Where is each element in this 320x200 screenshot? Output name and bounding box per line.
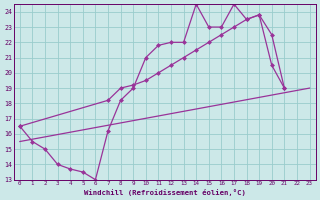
X-axis label: Windchill (Refroidissement éolien,°C): Windchill (Refroidissement éolien,°C) bbox=[84, 189, 246, 196]
